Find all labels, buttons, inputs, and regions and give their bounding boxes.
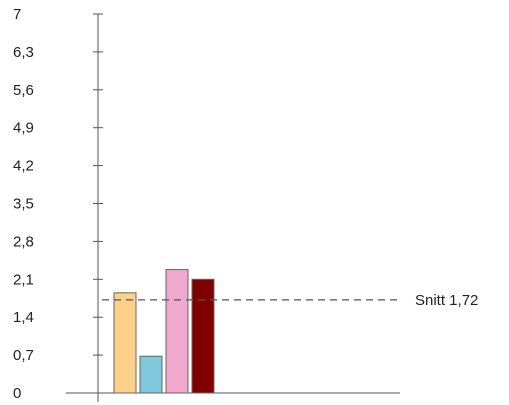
y-tick-label: 4,9 (13, 120, 34, 137)
bar-3 (165, 269, 189, 394)
y-tick-label: 7 (13, 6, 21, 23)
y-tick-label: 3,5 (13, 196, 34, 213)
y-tick-label: 5,6 (13, 82, 34, 99)
y-tick-label: 6,3 (13, 44, 34, 61)
average-label: Snitt 1,72 (415, 292, 478, 309)
bar-4 (191, 278, 215, 394)
bar-1 (113, 292, 137, 394)
y-tick-label: 2,1 (13, 271, 34, 288)
y-tick-label: 0,7 (13, 347, 34, 364)
y-tick-label: 0 (13, 385, 21, 402)
y-tick-label: 2,8 (13, 233, 34, 250)
y-tick-label: 4,2 (13, 158, 34, 175)
y-tick-label: 1,4 (13, 309, 34, 326)
y-axis-ticks: 0 0,7 1,4 2,1 2,8 3,5 4,2 4,9 5,6 6,3 7 (13, 6, 103, 402)
bar-2 (139, 355, 163, 394)
bars (113, 269, 215, 394)
